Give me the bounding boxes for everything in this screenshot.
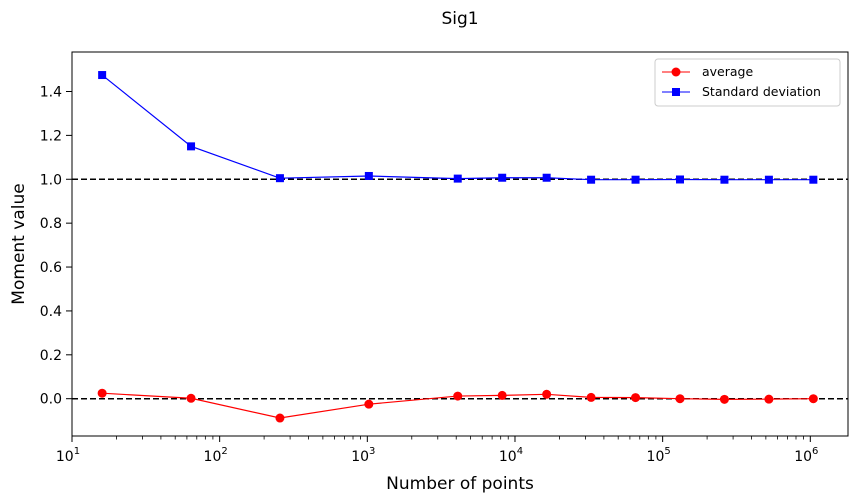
data-point-average-11	[764, 394, 774, 404]
data-point-standard-deviation-8	[631, 175, 640, 184]
y-tick-label-4: 0.8	[40, 216, 62, 232]
x-tick-label-exponent: 2	[221, 446, 227, 457]
y-axis-title: Moment value	[9, 183, 29, 304]
x-tick-label-5: 106	[794, 446, 818, 465]
x-tick-label-exponent: 6	[812, 446, 818, 457]
data-point-average-7	[586, 392, 596, 402]
legend-marker-standard-deviation	[672, 88, 680, 96]
data-point-standard-deviation-3	[364, 171, 373, 180]
data-point-standard-deviation-10	[720, 175, 729, 184]
data-point-average-4	[453, 391, 463, 401]
data-point-average-0	[97, 388, 107, 398]
x-tick-label-exponent: 3	[369, 446, 375, 457]
data-point-average-8	[631, 393, 641, 403]
x-tick-label-1: 102	[204, 446, 228, 465]
data-point-standard-deviation-1	[187, 142, 196, 151]
data-point-standard-deviation-2	[275, 174, 284, 183]
x-axis: 101 102 103 104 105 106	[56, 436, 818, 465]
data-point-standard-deviation-5	[498, 173, 507, 182]
x-tick-label-base: 10	[647, 449, 665, 465]
series-layer	[97, 71, 818, 423]
x-tick-label-base: 10	[56, 449, 74, 465]
data-point-standard-deviation-0	[98, 71, 107, 80]
x-tick-label-4: 105	[647, 446, 671, 465]
y-tick-label-7: 1.4	[40, 84, 62, 100]
legend: average Standard deviation	[654, 58, 841, 107]
data-point-average-12	[808, 394, 818, 404]
y-tick-label-1: 0.2	[40, 348, 62, 364]
y-tick-label-2: 0.4	[40, 304, 62, 320]
x-tick-label-base: 10	[794, 449, 812, 465]
x-tick-label-base: 10	[351, 449, 369, 465]
x-tick-label-base: 10	[204, 449, 222, 465]
y-tick-label-0: 0.0	[40, 392, 62, 408]
chart-title: Sig1	[441, 9, 478, 29]
data-point-average-9	[675, 394, 685, 404]
legend-entry-average: average	[662, 64, 753, 79]
data-point-average-2	[275, 413, 285, 423]
data-point-standard-deviation-4	[453, 174, 462, 183]
x-tick-label-exponent: 4	[517, 446, 523, 457]
legend-entry-standard-deviation: Standard deviation	[662, 84, 821, 99]
y-tick-label-3: 0.6	[40, 260, 62, 276]
data-point-standard-deviation-7	[587, 175, 596, 184]
x-axis-title: Number of points	[386, 474, 534, 494]
data-point-average-1	[186, 393, 196, 403]
x-tick-label-exponent: 5	[664, 446, 670, 457]
legend-label-standard-deviation: Standard deviation	[702, 84, 821, 99]
data-point-standard-deviation-12	[809, 175, 818, 184]
plot-frame	[71, 51, 849, 437]
x-tick-label-base: 10	[499, 449, 517, 465]
y-tick-label-5: 1.0	[40, 172, 62, 188]
legend-box	[654, 58, 841, 107]
data-point-average-10	[719, 394, 729, 404]
data-point-average-6	[542, 389, 552, 399]
plot-area	[72, 52, 848, 436]
x-tick-label-0: 101	[56, 446, 80, 465]
data-point-average-5	[497, 390, 507, 400]
data-point-standard-deviation-6	[542, 173, 551, 182]
y-axis: 0.0 0.2 0.4 0.6 0.8 1.0 1.2 1.4	[40, 84, 72, 408]
legend-marker-average	[671, 67, 681, 77]
y-tick-label-6: 1.2	[40, 128, 62, 144]
data-point-average-3	[364, 399, 374, 409]
legend-label-average: average	[702, 64, 753, 79]
data-point-standard-deviation-11	[764, 175, 773, 184]
x-tick-label-2: 103	[351, 446, 375, 465]
data-point-standard-deviation-9	[675, 175, 684, 184]
x-tick-label-exponent: 1	[74, 446, 80, 457]
x-tick-label-3: 104	[499, 446, 523, 465]
